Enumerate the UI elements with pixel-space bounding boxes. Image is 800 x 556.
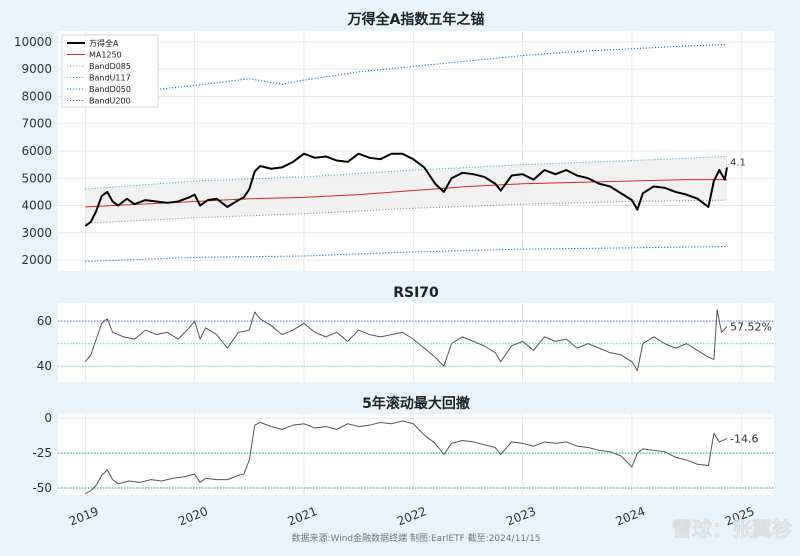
panel-rsi: RSI70 40 60 57.52% (37, 285, 774, 382)
y-tick-label: 9000 (21, 62, 52, 76)
panel-drawdown: 5年滚动最大回撤 0 -25 -50 -14.6 (32, 395, 774, 495)
y-tick-label: 60 (37, 314, 52, 328)
y-tick-label: 10000 (14, 35, 52, 49)
panel-drawdown-plot-area (58, 414, 774, 495)
index-end-label: 4.1 (730, 157, 746, 168)
band-fill (85, 156, 727, 224)
y-tick-label: 0 (44, 411, 52, 425)
legend-label: BandD050 (89, 85, 131, 94)
legend-label: BandU117 (89, 74, 131, 83)
legend-label: BandU200 (89, 97, 131, 106)
legend: 万得全A MA1250 BandD085 BandU117 BandD050 BandU2… (61, 34, 159, 108)
source-note: 数据来源:Wind金融数据终端 制图:EarlETF 截至:2024/11/15 (291, 532, 540, 544)
y-tick-label: 4000 (21, 199, 52, 213)
y-tick-label: 3000 (21, 226, 52, 240)
legend-label: 万得全A (89, 38, 119, 48)
series-line (85, 420, 728, 495)
series-line-BandU200 (85, 44, 728, 98)
y-tick-label: 40 (37, 359, 52, 373)
panel-rsi-plot-area (58, 303, 774, 382)
series-line (84, 309, 728, 372)
y-tick-label: 2000 (21, 253, 52, 267)
series-line-万得全A (84, 152, 728, 227)
y-tick-label: -50 (32, 481, 52, 495)
y-tick-label: -25 (32, 446, 52, 460)
drawdown-end-label: -14.6 (730, 433, 758, 446)
legend-label: MA1250 (89, 51, 122, 60)
panel-index-title: 万得全A指数五年之锚 (347, 11, 485, 28)
watermark: 雪球：张翼轸 (672, 517, 793, 541)
y-tick-label: 8000 (21, 89, 52, 103)
rsi-end-label: 57.52% (730, 321, 772, 334)
legend-label: BandD085 (89, 62, 131, 71)
panel-rsi-title: RSI70 (393, 285, 439, 301)
y-tick-label: 5000 (21, 171, 52, 185)
panel-drawdown-title: 5年滚动最大回撤 (362, 395, 470, 412)
legend-box (61, 34, 159, 108)
series-line-BandD050 (85, 245, 728, 263)
y-tick-label: 6000 (21, 144, 52, 158)
y-tick-label: 7000 (21, 117, 52, 131)
panel-index: 万得全A指数五年之锚 2000 3000 4000 5000 6000 7000 8000 9… (14, 11, 774, 271)
